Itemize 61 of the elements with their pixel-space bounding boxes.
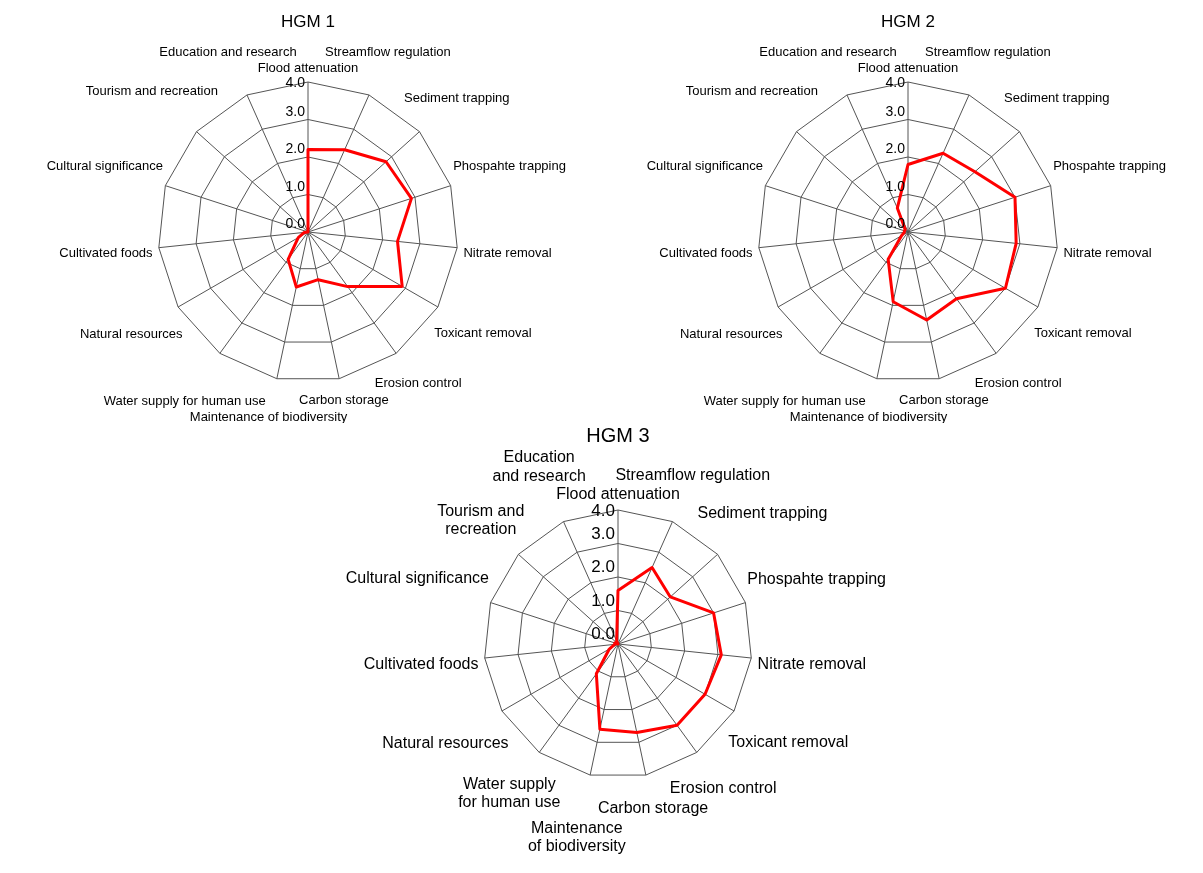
spoke-label: Education and research — [492, 448, 586, 484]
spoke-label: Cultivated foods — [363, 655, 479, 673]
spoke-label: Water supply for human use — [703, 393, 866, 409]
spoke-label: Toxicant removal — [728, 732, 849, 750]
spoke-label: Water supply for human use — [103, 393, 266, 409]
spoke-label: Streamflow regulation — [325, 44, 451, 60]
y-tick-label: 2.0 — [885, 140, 906, 157]
spoke-label: Phospahte trapping — [453, 158, 566, 174]
spoke-label: Nitrate removal — [757, 654, 867, 672]
spoke-label: Maintenance of biodiversity — [789, 409, 948, 425]
spoke-label: Natural resources — [79, 325, 183, 341]
chart-title: HGM 2 — [881, 11, 935, 31]
spoke-label: Cultural significance — [646, 157, 763, 173]
y-tick-label: 3.0 — [591, 523, 615, 543]
spoke-label: Tourism and recreation — [685, 82, 818, 98]
chart-title: HGM 3 — [586, 423, 650, 446]
chart-title: HGM 1 — [281, 11, 335, 31]
spoke-label: Maintenance of biodiversity — [189, 409, 348, 425]
spoke-label: Phospahte trapping — [1053, 158, 1166, 174]
spoke-label: Phospahte trapping — [747, 569, 886, 587]
spoke-label: Toxicant removal — [1034, 324, 1132, 340]
spoke-label: Cultural significance — [345, 569, 490, 587]
spoke-label: Flood attenuation — [556, 485, 680, 503]
spoke-label: Nitrate removal — [1063, 244, 1152, 260]
spoke-label: Sediment trapping — [404, 89, 510, 105]
spoke-label: Nitrate removal — [463, 244, 552, 260]
y-tick-label: 3.0 — [285, 102, 306, 119]
y-tick-label: 1.0 — [285, 177, 306, 194]
y-tick-label: 4.0 — [591, 501, 615, 521]
spoke-label: Tourism and recreation — [437, 501, 525, 538]
spoke-label: Erosion control — [669, 779, 777, 797]
y-tick-label: 0.0 — [285, 215, 306, 232]
spoke-label: Cultivated foods — [659, 244, 754, 260]
spoke-label: Natural resources — [679, 325, 783, 341]
spoke-label: Streamflow regulation — [925, 44, 1051, 60]
spoke-label: Carbon storage — [597, 799, 709, 817]
spoke-label: Maintenance of biodiversity — [527, 819, 626, 855]
spoke-label: Streamflow regulation — [615, 466, 771, 484]
spoke-label: Water supply for human use — [458, 774, 561, 811]
spoke-label: Cultural significance — [46, 157, 163, 173]
spoke-label: Flood attenuation — [257, 60, 359, 76]
spoke-label: Education and research — [159, 43, 297, 59]
spoke-label: Toxicant removal — [434, 324, 532, 340]
spoke-label: Sediment trapping — [1004, 89, 1110, 105]
spoke-label: Natural resources — [382, 734, 509, 752]
spoke-label: Tourism and recreation — [85, 82, 218, 98]
spoke-label: Sediment trapping — [697, 504, 828, 522]
y-tick-label: 3.0 — [885, 102, 906, 119]
y-tick-label: 4.0 — [285, 74, 306, 91]
y-tick-label: 1.0 — [591, 590, 615, 610]
y-tick-label: 2.0 — [285, 140, 306, 157]
y-tick-label: 4.0 — [885, 74, 906, 91]
y-tick-label: 0.0 — [591, 624, 615, 644]
spoke-label: Carbon storage — [299, 392, 389, 408]
spoke-label: Flood attenuation — [857, 60, 959, 76]
spoke-label: Erosion control — [374, 375, 462, 391]
spoke-label: Cultivated foods — [59, 244, 154, 260]
y-tick-label: 2.0 — [591, 557, 615, 577]
spoke-label: Erosion control — [974, 375, 1062, 391]
spoke-label: Education and research — [759, 43, 897, 59]
spoke-label: Carbon storage — [899, 392, 989, 408]
